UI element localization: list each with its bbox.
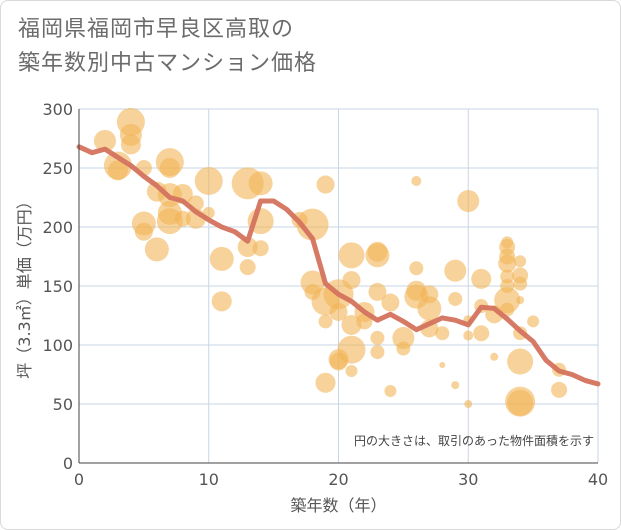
data-bubble [239, 259, 256, 276]
data-bubble [316, 175, 335, 194]
data-bubble [409, 261, 424, 276]
y-tick-label: 300 [42, 100, 73, 119]
size-annotation: 円の大きさは、取引のあった物件面積を示す [354, 433, 594, 448]
data-bubble [146, 181, 167, 202]
trend-line [76, 144, 601, 387]
data-bubble [370, 345, 385, 360]
data-bubble [439, 362, 446, 369]
chart-title: 福岡県福岡市早良区高取の 築年数別中古マンション価格 [18, 13, 317, 81]
data-bubble [209, 246, 234, 271]
data-bubble [329, 352, 348, 371]
data-bubble [435, 326, 450, 341]
data-bubble [507, 389, 534, 416]
data-bubble [194, 166, 223, 195]
data-bubble [367, 241, 388, 262]
data-bubble [341, 314, 362, 335]
data-bubble [420, 285, 439, 304]
data-bubble [120, 134, 141, 155]
data-bubble [392, 326, 415, 349]
x-tick-label: 30 [458, 470, 478, 489]
y-tick-label: 0 [63, 454, 73, 473]
data-bubble [516, 296, 525, 305]
data-bubble [507, 348, 534, 375]
data-bubble [329, 302, 348, 321]
trend-line-series [76, 144, 601, 387]
data-bubble [159, 158, 180, 178]
data-bubble [315, 372, 336, 393]
y-tick-label: 200 [42, 218, 73, 237]
data-bubble [237, 237, 258, 258]
data-bubble [473, 325, 490, 342]
y-axis-label: 坪（3.3㎡）単価（万円） [15, 193, 34, 378]
x-axis-label: 築年数（年） [290, 496, 386, 515]
data-bubble [501, 236, 514, 249]
data-bubble [463, 330, 474, 341]
x-tick-label: 10 [199, 470, 219, 489]
bubble-series [93, 107, 568, 417]
y-tick-label: 250 [42, 159, 73, 178]
data-bubble [252, 240, 269, 257]
data-bubble [345, 364, 358, 377]
data-bubble [248, 171, 273, 196]
data-bubble [471, 268, 492, 289]
data-bubble [514, 255, 527, 268]
data-bubble [134, 222, 153, 241]
data-bubble [551, 381, 568, 398]
data-bubble [464, 400, 473, 408]
data-bubble [444, 259, 467, 282]
data-bubble [318, 314, 333, 329]
data-bubble [527, 315, 540, 328]
data-bubble [411, 175, 422, 186]
data-bubble [499, 248, 516, 265]
data-bubble [174, 210, 191, 227]
y-tick-label: 50 [53, 395, 73, 414]
data-bubble [384, 385, 397, 398]
data-bubble [338, 242, 365, 269]
y-tick-label: 100 [42, 336, 73, 355]
data-bubble [513, 276, 528, 291]
data-bubble [500, 279, 515, 293]
x-tick-label: 20 [328, 470, 348, 489]
data-bubble [107, 160, 128, 181]
data-bubble [396, 341, 411, 356]
data-bubble [342, 271, 361, 290]
data-bubble [304, 283, 321, 300]
axes [78, 109, 598, 464]
x-tick-label: 40 [588, 470, 608, 489]
data-bubble [144, 237, 169, 262]
data-bubble [211, 291, 232, 312]
chart-title-line-1: 福岡県福岡市早良区高取の [18, 17, 295, 42]
x-tick-label: 0 [74, 470, 84, 489]
chart-title-line-2: 築年数別中古マンション価格 [18, 51, 318, 76]
data-bubble [370, 330, 385, 345]
data-bubble [368, 282, 387, 301]
data-bubble [494, 287, 521, 314]
data-bubble [381, 293, 400, 312]
y-tick-label: 150 [42, 277, 73, 296]
data-bubble [448, 291, 463, 306]
data-bubble [457, 190, 480, 213]
tick-labels: 0 10 20 30 40 0 50 100 150 200 250 300 [42, 100, 608, 489]
data-bubble [451, 381, 460, 390]
data-bubble [417, 296, 442, 321]
data-bubble [490, 352, 499, 361]
data-bubble [93, 129, 116, 152]
